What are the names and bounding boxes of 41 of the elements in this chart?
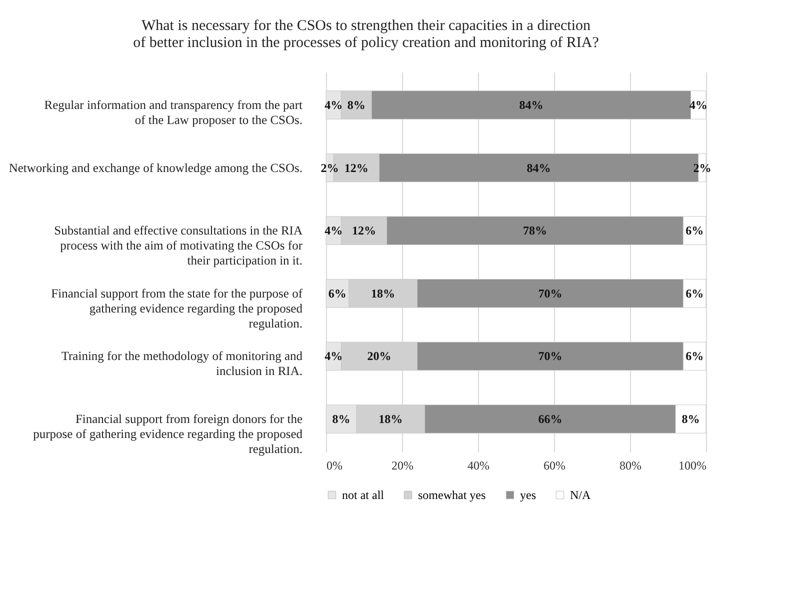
data-label: 18% [371,286,395,300]
x-tick-label: 20% [392,458,414,472]
data-label: 4% [324,349,343,364]
legend-label: somewhat yes [418,488,486,502]
legend-label: not at all [342,488,385,502]
data-label: 8% [347,98,366,112]
data-label: 6% [686,286,704,300]
data-label: 4% [324,98,343,112]
data-label: 18% [378,412,403,426]
x-tick-label: 40% [468,458,490,472]
data-label: 6% [686,349,704,364]
y-tick-label: Substantial and effective consultations in the RIA process with the aim of motivating the CSOs for their participation in it. [54,224,304,268]
data-label: 12% [344,160,368,175]
legend-label: N/A [570,488,591,502]
data-label: 2% [320,160,339,175]
y-tick-label: Regular information and transparency from the part of the Law proposer to the CSOs. [44,98,304,127]
data-label: 2% [693,160,712,175]
data-label: 8% [682,412,700,426]
y-tick-label: Networking and exchange of knowledge among the CSOs. [8,160,302,175]
x-tick-label: 100% [678,458,706,472]
x-tick-label: 60% [544,458,566,472]
legend-label: yes [520,488,536,502]
data-label: 84% [526,160,551,175]
data-label: 4% [689,98,708,112]
x-tick-label: 80% [620,458,642,472]
data-label: 4% [324,224,343,238]
data-label: 66% [538,412,562,426]
data-label: 20% [367,349,392,364]
data-label: 84% [519,98,544,112]
data-label: 70% [538,349,562,364]
chart-title: What is necessary for the CSOs to strengthen their capacities in a direction of better inclusion in the processes of policy creation and monitoring of RIA? [133,18,600,51]
data-label: 70% [538,286,562,300]
x-tick-label: 0% [326,458,342,472]
y-tick-label: Financial support from the state for the purpose of gathering evidence regarding the proposed regulation. [51,286,304,330]
data-label: 12% [352,224,376,238]
data-label: 8% [332,412,350,426]
y-tick-label: Training for the methodology of monitoring and inclusion in RIA. [61,349,304,378]
data-label: 6% [328,286,346,300]
data-label: 78% [523,224,547,238]
y-tick-label: Financial support from foreign donors for the purpose of gathering evidence regarding the proposed regulation. [33,412,304,456]
data-label: 6% [686,224,704,238]
